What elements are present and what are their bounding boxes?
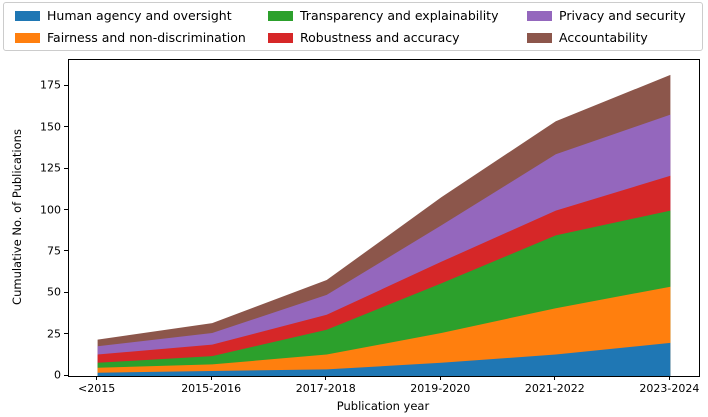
y-tick-mark	[64, 291, 68, 293]
x-tick-mark	[325, 376, 327, 380]
y-tick-label: 0	[54, 368, 61, 382]
chart-legend: Human agency and oversight Fairness and n…	[3, 2, 703, 51]
y-tick-label: 150	[40, 120, 61, 134]
x-tick-mark	[554, 376, 556, 380]
legend-label: Human agency and oversight	[47, 8, 232, 23]
x-tick-label: 2019-2020	[410, 382, 471, 395]
y-tick-mark	[64, 333, 68, 335]
x-tick-mark	[210, 376, 212, 380]
area-series-1	[97, 342, 671, 376]
y-tick-mark	[64, 84, 68, 86]
area-series-2	[97, 286, 671, 376]
legend-swatch-icon	[527, 33, 552, 43]
legend-swatch-icon	[268, 11, 293, 21]
x-tick-label: 2021-2022	[524, 382, 585, 395]
legend-label: Accountability	[559, 30, 648, 45]
legend-item: Robustness and accuracy	[268, 31, 460, 45]
x-tick-label: 2017-2018	[295, 382, 356, 395]
y-tick-mark	[64, 250, 68, 252]
y-tick-mark	[64, 374, 68, 376]
x-tick-mark	[96, 376, 98, 380]
y-tick-label: 50	[47, 285, 61, 299]
legend-item: Human agency and oversight	[15, 9, 232, 23]
x-tick-label: <2015	[78, 382, 116, 395]
x-tick-mark	[439, 376, 441, 380]
legend-label: Robustness and accuracy	[300, 30, 460, 45]
legend-swatch-icon	[15, 11, 40, 21]
legend-swatch-icon	[527, 11, 552, 21]
legend-label: Fairness and non-discrimination	[47, 30, 246, 45]
legend-swatch-icon	[268, 33, 293, 43]
plot-area	[68, 59, 700, 377]
y-axis-title: Cumulative No. of Publications	[10, 129, 24, 305]
x-axis-title: Publication year	[336, 399, 430, 413]
y-tick-mark	[64, 209, 68, 211]
legend-swatch-icon	[15, 33, 40, 43]
y-tick-label: 25	[47, 327, 61, 341]
legend-label: Privacy and security	[559, 8, 686, 23]
legend-label: Transparency and explainability	[300, 8, 499, 23]
y-tick-label: 175	[40, 78, 61, 92]
y-tick-mark	[64, 126, 68, 128]
x-tick-mark	[668, 376, 670, 380]
y-tick-mark	[64, 167, 68, 169]
legend-item: Accountability	[527, 31, 648, 45]
legend-item: Transparency and explainability	[268, 9, 498, 23]
y-tick-label: 100	[40, 203, 61, 217]
x-tick-label: 2015-2016	[181, 382, 242, 395]
stacked-areas-svg	[97, 74, 671, 376]
legend-item: Privacy and security	[527, 9, 686, 23]
x-tick-label: 2023-2024	[639, 382, 700, 395]
legend-item: Fairness and non-discrimination	[15, 31, 246, 45]
y-tick-label: 125	[40, 161, 61, 175]
y-tick-label: 75	[47, 244, 61, 258]
